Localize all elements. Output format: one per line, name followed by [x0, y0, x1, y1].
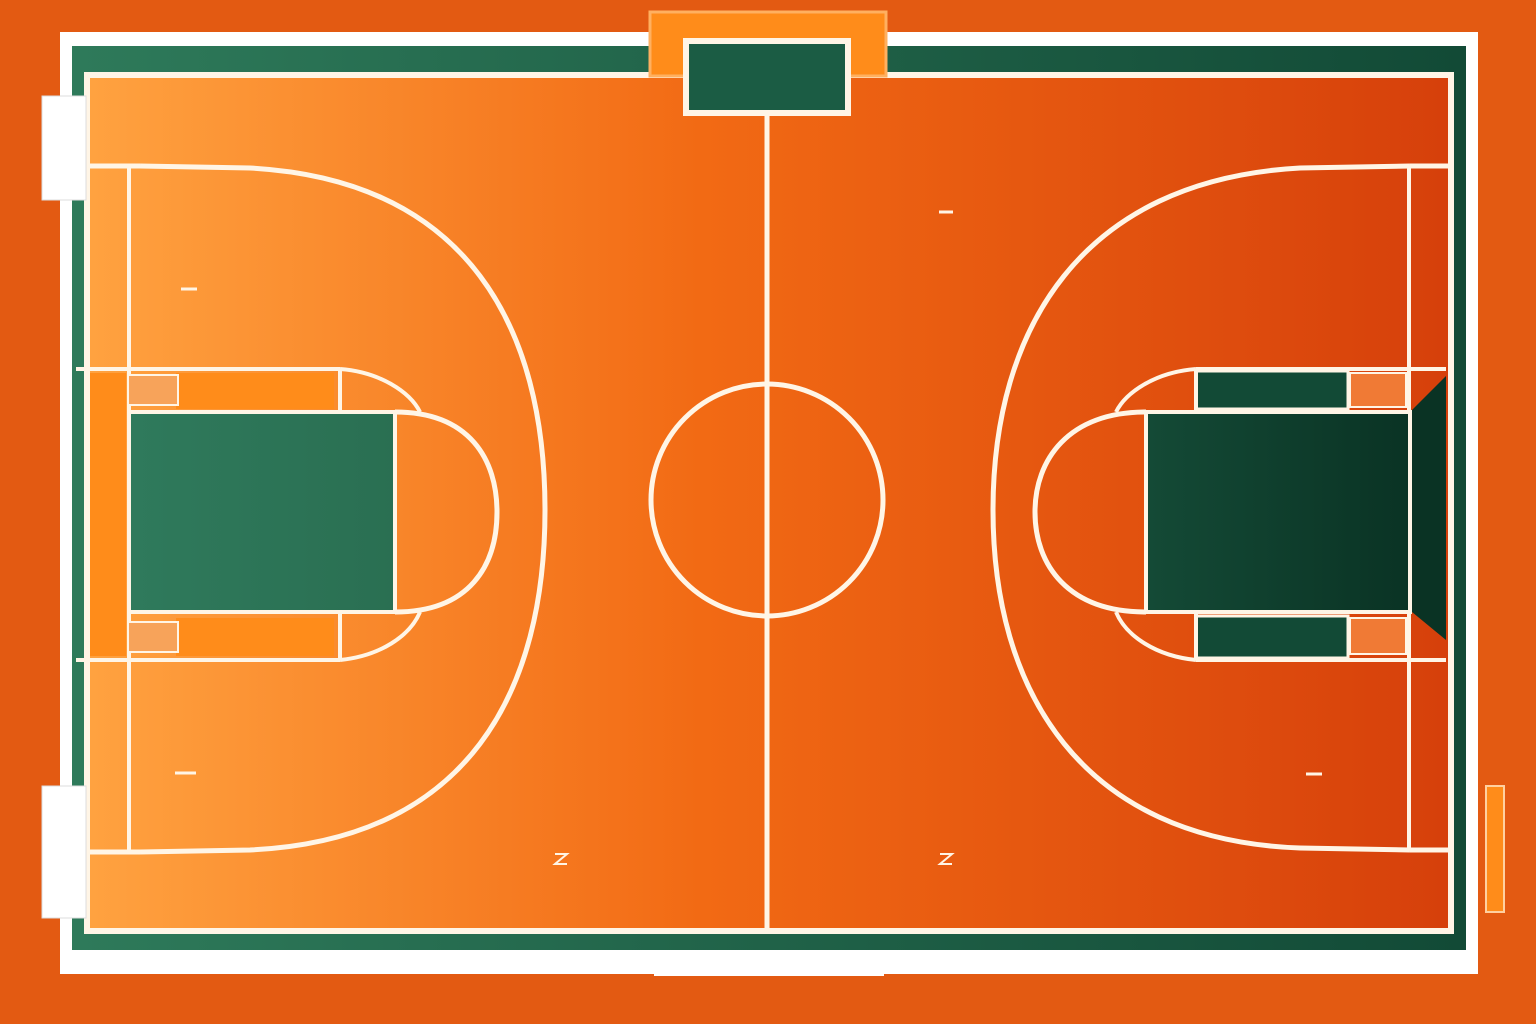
left-paint — [127, 410, 397, 614]
right-paint — [1144, 410, 1412, 614]
right-hash-top — [1349, 372, 1407, 408]
left-hash-bottom — [127, 621, 179, 653]
left-restricted-curve — [339, 367, 422, 662]
right-side-marker — [1485, 785, 1505, 913]
right-lane-stripe-top — [1194, 369, 1350, 411]
left-three-point-arc — [139, 163, 548, 855]
left-z-mark — [552, 853, 570, 865]
right-three-point-arc — [990, 163, 1411, 853]
left-free-throw-circle — [394, 409, 500, 615]
right-z-mark — [937, 853, 955, 865]
right-free-throw-circle — [1032, 409, 1147, 615]
left-tab-bottom — [41, 785, 87, 919]
bottom-tab — [654, 952, 884, 976]
left-tab-top — [41, 95, 87, 201]
left-hash-top — [127, 374, 179, 406]
center-circle — [648, 381, 886, 619]
right-baseline-wedge — [1412, 376, 1446, 640]
left-lane-stripe-bottom — [176, 618, 334, 656]
left-lane-stripe-top — [176, 373, 334, 409]
right-restricted-curve — [1114, 367, 1197, 662]
right-hash-bottom — [1349, 617, 1407, 655]
right-lane-stripe-bottom — [1194, 614, 1350, 660]
top-scoreboard — [689, 44, 845, 110]
left-lane-edge — [90, 373, 126, 656]
